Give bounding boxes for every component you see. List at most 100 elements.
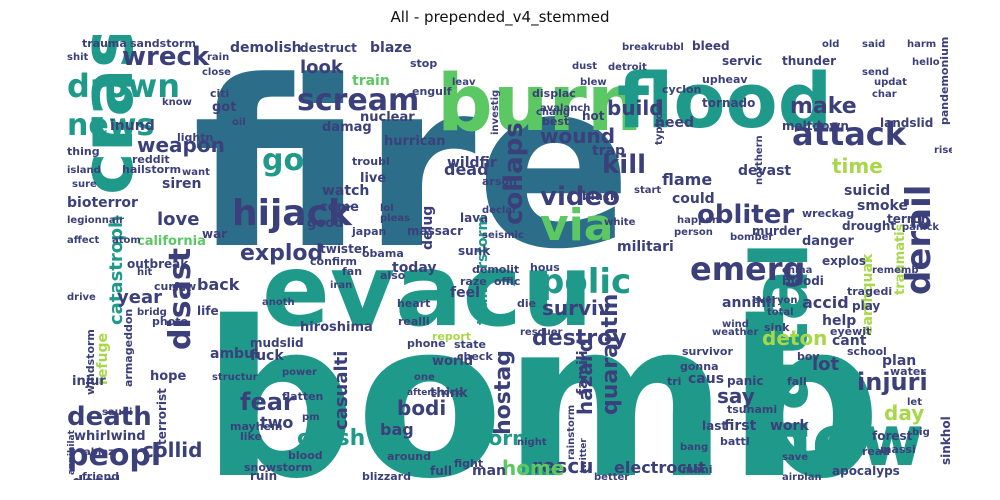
word-bang: bang (680, 442, 708, 453)
word-wind: wind (722, 319, 749, 330)
word-militari: militari (617, 239, 674, 255)
word-said: said (862, 39, 885, 50)
word-weather: weather (712, 327, 758, 338)
word-lol: lol (380, 203, 394, 214)
word-anoth: anoth (262, 297, 295, 308)
word-fan: fan (342, 265, 362, 278)
word-evacu: evacu (262, 232, 593, 349)
word-trauma: trauma (82, 37, 127, 50)
word-last: last (702, 419, 727, 433)
word-atom: atom (112, 235, 141, 246)
word-confirm: confirm (310, 255, 357, 268)
word-power: power (282, 367, 317, 378)
word-sunk: sunk (458, 244, 491, 258)
word-bleed: bleed (692, 39, 730, 53)
word-cant: cant (832, 333, 867, 349)
word-chang: chang (536, 107, 570, 118)
word-hiroshima: hiroshima (300, 320, 373, 335)
word-also: also (380, 269, 406, 282)
word-back: back (197, 275, 240, 294)
word-refuge: refuge (95, 333, 111, 385)
word-drown: drown (67, 67, 180, 105)
word-forest: forest (872, 429, 913, 443)
word-pleas: pleas (380, 213, 410, 224)
word-news: news (67, 108, 154, 143)
word-harm: harm (907, 39, 936, 50)
word-sandstorm: sandstorm (130, 37, 196, 50)
word-fatal: fatal (736, 242, 826, 445)
word-battl: battl (720, 435, 750, 448)
word-mani: mani (682, 463, 713, 476)
word-bloodi: bloodi (782, 274, 824, 288)
word-fall: fall (787, 375, 807, 388)
word-avalanch: avalanch (540, 103, 590, 114)
word-trap: trap (592, 143, 625, 159)
word-lot: lot (812, 354, 840, 375)
word-northern: northern (754, 135, 765, 185)
word-leav: leav (452, 77, 476, 88)
word-bridg: bridg (137, 307, 167, 318)
word-report: report (432, 330, 471, 343)
word-legionnair: legionnair (67, 215, 124, 226)
word-fight: fight (454, 457, 483, 470)
word-happen: happen (677, 215, 719, 226)
word-play: play (852, 299, 880, 313)
word-tragedi: tragedi (847, 285, 892, 298)
word-save: save (782, 452, 808, 463)
word-obama: obama (362, 247, 404, 260)
word-collaps: collaps (499, 122, 529, 225)
word-build: build (607, 96, 664, 120)
word-displac: displac (532, 87, 576, 100)
word-annihilat: annihilat (67, 429, 77, 475)
word-wreckag: wreckag (802, 207, 854, 220)
word-iran: iran (330, 280, 352, 291)
word-fuck: fuck (250, 348, 284, 364)
word-like: like (240, 430, 262, 443)
word-electrocut: electrocut (614, 458, 706, 477)
word-night: night (517, 437, 547, 448)
word-apocalyps: apocalyps (832, 464, 900, 478)
word-watch: watch (322, 183, 369, 199)
word-blew: blew (580, 77, 607, 88)
word-flame: flame (662, 170, 712, 189)
word-rainstorm: rainstorm (566, 405, 577, 460)
word-new: new (762, 400, 924, 480)
word-go: go (262, 143, 304, 178)
word-pm: pm (302, 412, 320, 423)
word-live: live (360, 171, 386, 186)
word-fire: fire (192, 35, 632, 300)
word-friend: friend (82, 470, 119, 480)
word-storm: storm (467, 426, 533, 450)
word-full: full (430, 464, 452, 478)
word-better: better (594, 472, 629, 480)
word-deton: deton (762, 326, 827, 350)
word-servic: servic (722, 54, 762, 68)
word-man: man (472, 463, 506, 479)
word-hot: hot (582, 109, 605, 123)
word-die: die (517, 297, 536, 310)
word-stop: stop (410, 57, 437, 70)
word-tornado: tornado (702, 96, 755, 110)
word-smoke: smoke (857, 198, 908, 214)
word-wreck: wreck (122, 42, 210, 72)
word-bodi: bodi (397, 396, 446, 420)
word-affect: affect (67, 235, 100, 246)
word-ambul: ambul (210, 346, 259, 362)
word-could: could (672, 191, 715, 207)
word-terror: terror (887, 212, 927, 226)
word-cloud: fire bomb evacu burn flood crash fatal n… (62, 35, 952, 480)
word-love: love (157, 209, 199, 230)
word-siren: siren (162, 176, 202, 192)
word-person: person (674, 227, 713, 238)
word-declar: declar (482, 205, 517, 216)
word-meltdown: meltdown (782, 119, 849, 133)
word-boy: boy (797, 350, 820, 363)
word-danger: danger (802, 234, 854, 249)
word-quarantin: quarantin (598, 294, 623, 415)
word-water: water (890, 365, 926, 378)
word-good: good (307, 216, 343, 231)
word-annihil: annihil (722, 295, 776, 311)
word-phone: phone (407, 337, 446, 350)
word-outbreak: outbreak (127, 257, 189, 271)
word-fear: fear (240, 388, 295, 416)
